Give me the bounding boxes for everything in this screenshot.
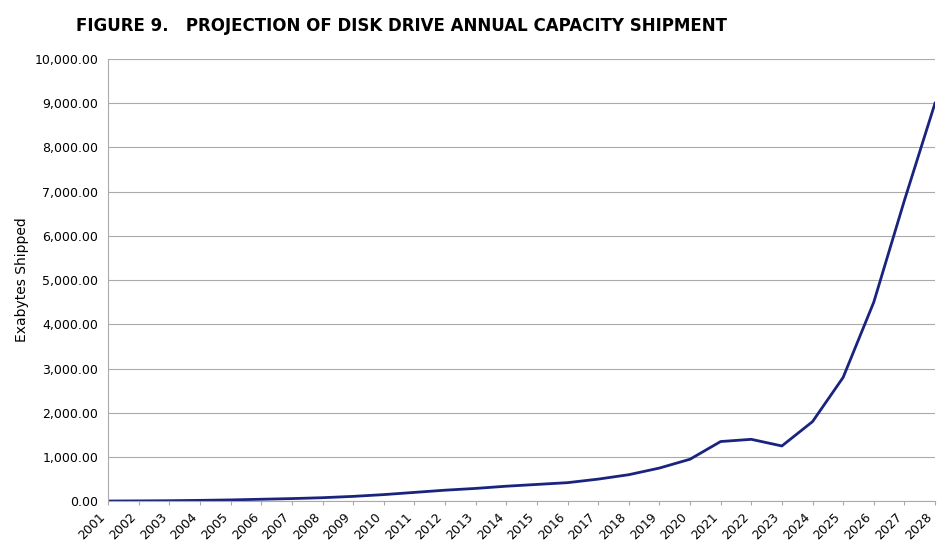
Text: FIGURE 9.   PROJECTION OF DISK DRIVE ANNUAL CAPACITY SHIPMENT: FIGURE 9. PROJECTION OF DISK DRIVE ANNUA… xyxy=(76,17,727,35)
Y-axis label: Exabytes Shipped: Exabytes Shipped xyxy=(15,218,29,343)
